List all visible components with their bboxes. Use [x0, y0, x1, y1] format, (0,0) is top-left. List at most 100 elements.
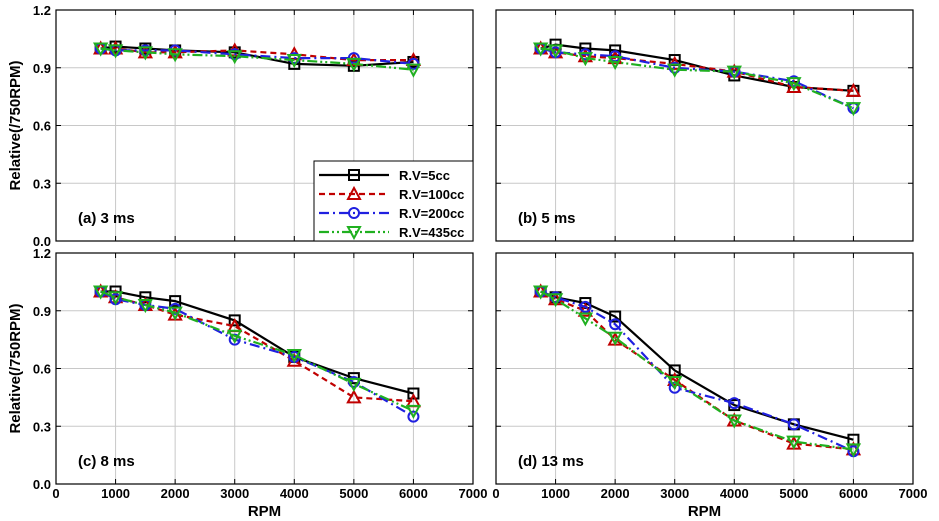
x-tick-label: 6000 — [839, 486, 868, 501]
data-point — [92, 285, 109, 300]
data-point — [286, 349, 302, 364]
data-point — [228, 314, 241, 327]
y-tick-label: 0.3 — [33, 419, 51, 434]
data-point — [167, 48, 183, 63]
data-point — [787, 418, 800, 431]
data-point — [609, 310, 622, 323]
data-point — [607, 55, 623, 71]
data-point — [726, 414, 742, 429]
series-R.V=435cc — [92, 285, 422, 419]
x-tick-label: 1000 — [541, 486, 570, 501]
data-point — [532, 42, 549, 57]
data-point — [547, 293, 564, 308]
data-point — [726, 65, 742, 80]
data-point — [92, 42, 109, 57]
panel-4: 0 1000 2000 3000 4000 5000 6000 7000 (d) 13 ms — [492, 252, 928, 501]
data-point — [346, 185, 362, 200]
data-point — [728, 397, 741, 410]
y-tick-label: 0.0 — [33, 477, 51, 492]
data-point — [845, 102, 862, 117]
data-point — [139, 291, 152, 304]
data-point — [845, 443, 862, 458]
y-tick-label: 0.9 — [33, 304, 51, 319]
panel-2: (b) 5 ms — [495, 9, 914, 242]
x-tick-label: 7000 — [899, 486, 928, 501]
legend: R.V=5cc R.V=100cc R.V=200cc R.V=435cc — [313, 160, 474, 242]
data-point — [107, 44, 124, 59]
data-point — [786, 435, 802, 450]
y-tick-label: 1.2 — [33, 3, 51, 18]
x-tick-label: 3000 — [220, 486, 249, 501]
x-tick-label: 5000 — [779, 486, 808, 501]
legend-label: R.V=200cc — [399, 206, 464, 221]
data-point — [607, 331, 623, 346]
series-R.V=5cc — [534, 285, 860, 446]
x-tick-label: 2000 — [161, 486, 190, 501]
x-axis-title: RPM — [248, 503, 281, 520]
series-R.V=435cc — [532, 285, 862, 458]
panel-3: 0.0 0.3 0.6 0.9 1.2 0 1000 2000 3000 4000 5000 6000… — [33, 246, 488, 501]
x-tick-label: 4000 — [280, 486, 309, 501]
data-point — [577, 48, 594, 63]
y-tick-label: 1.2 — [33, 246, 51, 261]
panel-label: (d) 13 ms — [518, 453, 584, 470]
y-tick-label: 0.9 — [33, 61, 51, 76]
legend-entry: R.V=200cc — [319, 206, 464, 221]
data-point — [227, 329, 243, 344]
x-tick-label: 7000 — [459, 486, 488, 501]
data-point — [405, 63, 422, 78]
x-tick-label: 3000 — [660, 486, 689, 501]
y-axis-title: Relative(/750RPM) — [7, 303, 24, 433]
x-tick-label: 0 — [492, 486, 499, 501]
y-tick-label: 0.6 — [33, 119, 51, 134]
data-point — [786, 77, 802, 92]
legend-entry: R.V=5cc — [319, 168, 450, 183]
data-point — [228, 333, 241, 346]
data-point — [348, 169, 360, 181]
legend-label: R.V=100cc — [399, 187, 464, 202]
y-tick-label: 0.0 — [33, 234, 51, 249]
data-point — [227, 50, 243, 65]
data-point — [577, 312, 594, 327]
data-point — [137, 298, 154, 314]
x-tick-label: 1000 — [101, 486, 130, 501]
panel-1: 0.0 0.3 0.6 0.9 1.2 (a) 3 ms — [33, 3, 474, 249]
series-line — [100, 290, 414, 412]
data-point — [167, 44, 183, 59]
panel-label: (c) 8 ms — [78, 453, 135, 470]
data-point — [547, 44, 564, 59]
data-point — [667, 371, 683, 387]
data-point — [346, 389, 362, 404]
legend-entry: R.V=100cc — [319, 185, 464, 202]
x-tick-label: 0 — [52, 486, 59, 501]
data-point — [107, 40, 124, 55]
data-point — [667, 63, 683, 78]
data-point — [577, 52, 594, 67]
data-point — [346, 226, 362, 241]
series-R.V=435cc — [532, 42, 862, 117]
x-axis-title: RPM — [688, 503, 721, 520]
legend-entry: R.V=435cc — [319, 225, 464, 241]
y-tick-label: 0.3 — [33, 176, 51, 191]
series-line — [540, 290, 854, 451]
legend-label: R.V=435cc — [399, 225, 464, 240]
series-R.V=435cc — [92, 42, 422, 78]
data-point — [407, 387, 420, 400]
y-axis-title: Relative(/750RPM) — [7, 60, 24, 190]
data-point — [107, 291, 124, 306]
data-point — [167, 306, 183, 321]
data-point — [348, 207, 360, 219]
y-tick-label: 0.6 — [33, 362, 51, 377]
data-point — [786, 78, 802, 93]
series-R.V=200cc — [534, 285, 860, 458]
data-point — [532, 285, 549, 300]
legend-label: R.V=5cc — [399, 168, 450, 183]
data-point — [407, 410, 420, 423]
x-tick-label: 2000 — [601, 486, 630, 501]
panel-label: (a) 3 ms — [78, 210, 135, 227]
data-point — [169, 295, 182, 308]
x-tick-label: 6000 — [399, 486, 428, 501]
data-point — [137, 46, 154, 61]
series-line — [540, 47, 854, 110]
